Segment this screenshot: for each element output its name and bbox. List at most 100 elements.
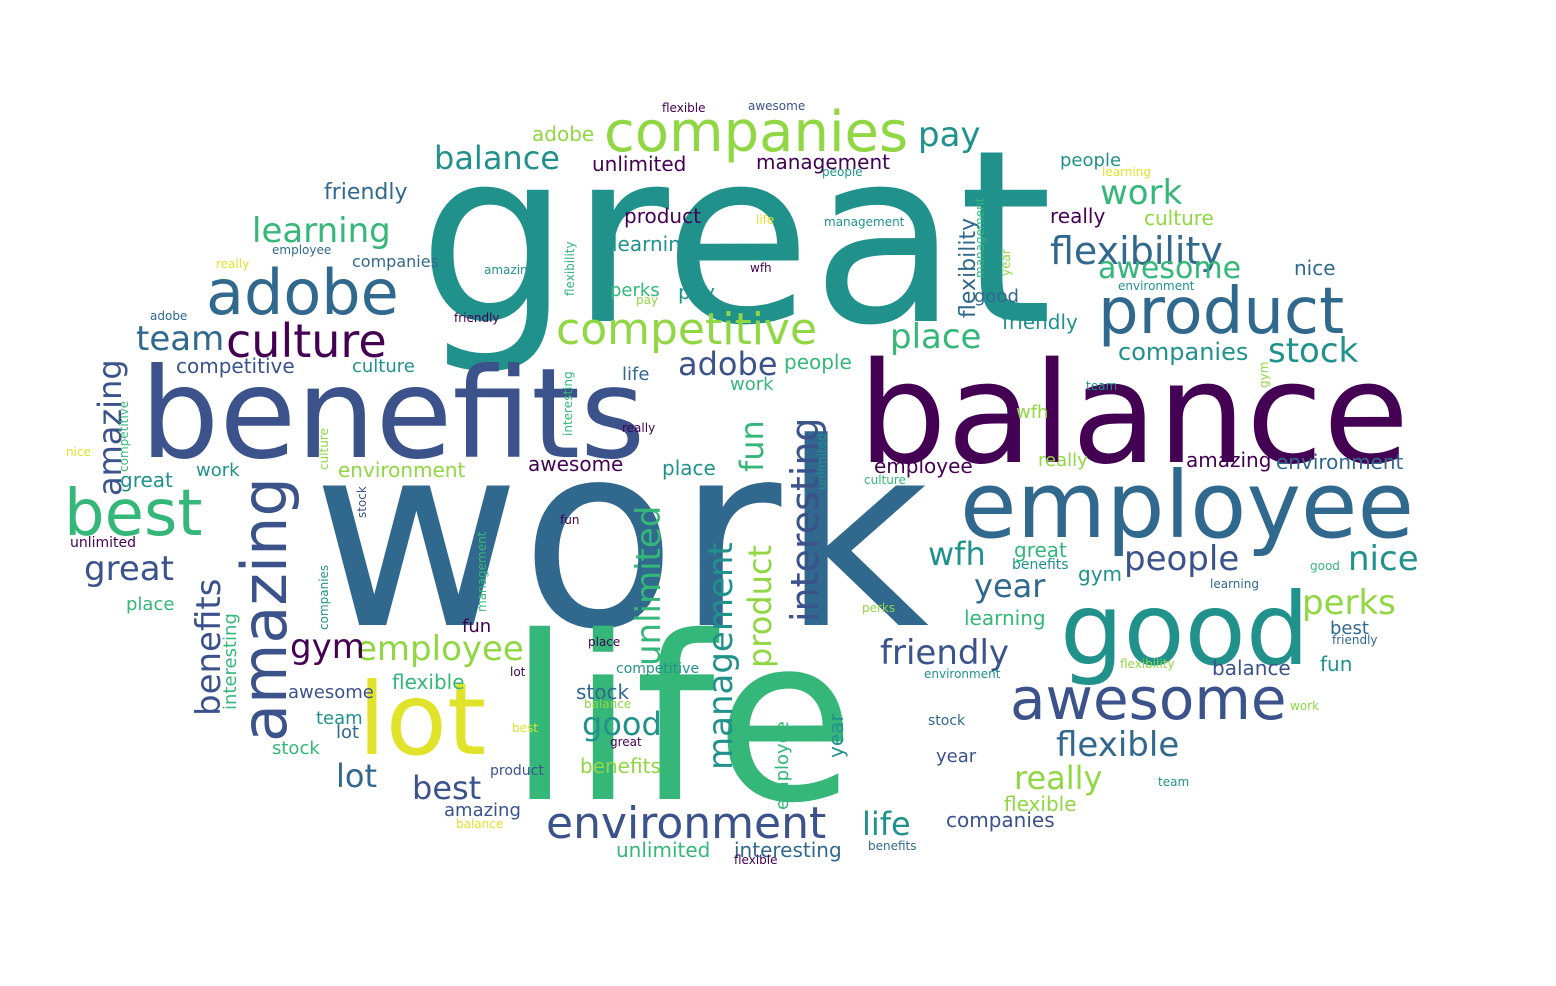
word-lot: lot — [358, 661, 487, 778]
word-good: good — [974, 286, 1019, 307]
word-work: work — [196, 460, 240, 481]
word-really: really — [216, 257, 250, 271]
word-nice: nice — [66, 445, 91, 459]
word-nice: nice — [1348, 539, 1419, 579]
word-really: really — [1038, 450, 1088, 471]
word-product: product — [624, 204, 701, 228]
word-learning: learning — [252, 211, 391, 251]
word-awesome: awesome — [748, 99, 806, 113]
word-fun: fun — [1320, 652, 1353, 676]
word-management: management — [973, 197, 987, 278]
word-pay: pay — [918, 115, 981, 155]
word-flexible: flexible — [1056, 725, 1180, 765]
word-awesome: awesome — [288, 682, 374, 703]
word-people: people — [1060, 150, 1122, 171]
word-great: great — [418, 98, 1053, 378]
word-environment: environment — [1118, 279, 1195, 293]
word-work: work — [730, 374, 774, 395]
word-competitive: competitive — [556, 304, 818, 355]
word-year: year — [999, 249, 1013, 276]
word-team: team — [136, 319, 225, 359]
word-really: really — [1050, 204, 1106, 228]
word-employee: employee — [356, 629, 524, 669]
word-great: great — [84, 549, 174, 589]
word-stock: stock — [1268, 331, 1359, 371]
word-fun: fun — [733, 420, 771, 472]
word-flexibility: flexibility — [1050, 229, 1223, 273]
word-flexible: flexible — [734, 853, 778, 867]
word-adobe: adobe — [206, 256, 399, 329]
word-place: place — [662, 456, 716, 480]
word-nice: nice — [1294, 256, 1336, 280]
word-life: life — [862, 805, 911, 843]
word-learning: learning — [1102, 165, 1151, 179]
word-culture: culture — [352, 356, 415, 377]
word-year: year — [936, 746, 977, 767]
word-work: work — [1100, 173, 1183, 213]
word-great: great — [1014, 538, 1067, 562]
word-competitive: competitive — [117, 400, 131, 472]
word-perks: perks — [1302, 583, 1396, 623]
word-benefits: benefits — [868, 839, 917, 853]
word-balance: balance — [456, 817, 504, 831]
word-unlimited: unlimited — [592, 152, 687, 176]
word-unlimited: unlimited — [815, 433, 829, 490]
word-culture: culture — [1144, 206, 1214, 230]
word-people: people — [784, 350, 852, 374]
word-awesome: awesome — [1010, 665, 1287, 733]
word-stock: stock — [576, 680, 630, 704]
word-unlimited: unlimited — [629, 505, 669, 666]
word-companies: companies — [352, 252, 439, 271]
word-friendly: friendly — [880, 633, 1010, 673]
word-flexible: flexible — [1004, 792, 1077, 816]
word-really: really — [1014, 759, 1103, 797]
word-best: best — [1330, 618, 1369, 639]
word-perks: perks — [862, 601, 896, 615]
word-benefits: benefits — [140, 342, 646, 487]
word-adobe: adobe — [532, 122, 595, 146]
word-wfh: wfh — [1016, 402, 1049, 423]
word-great: great — [610, 735, 642, 749]
word-employee: employee — [960, 452, 1415, 559]
word-great: great — [120, 468, 173, 492]
word-benefits: benefits — [1012, 557, 1069, 573]
word-learning: learning — [612, 232, 694, 256]
word-environment: environment — [1276, 450, 1404, 474]
word-product: product — [1098, 275, 1345, 349]
word-competitive: competitive — [176, 354, 295, 378]
word-companies: companies — [604, 100, 909, 165]
word-flexibility: flexibility — [563, 241, 577, 296]
word-people: people — [822, 165, 863, 179]
word-gym: gym — [290, 627, 365, 667]
word-stock: stock — [928, 713, 966, 729]
word-awesome: awesome — [1098, 251, 1242, 286]
word-life: life — [756, 213, 775, 227]
word-best: best — [512, 721, 538, 735]
word-best: best — [64, 477, 203, 551]
word-pay: pay — [636, 293, 659, 307]
word-lot: lot — [336, 722, 360, 743]
word-people: people — [1124, 539, 1240, 579]
word-fun: fun — [560, 513, 580, 527]
word-flexible: flexible — [392, 670, 465, 694]
word-management: management — [824, 215, 905, 229]
word-good: good — [582, 705, 662, 743]
word-unlimited: unlimited — [616, 838, 711, 862]
word-environment: environment — [924, 667, 1001, 681]
word-team: team — [1086, 379, 1118, 393]
word-good: good — [1310, 559, 1340, 573]
word-companies: companies — [317, 564, 331, 630]
word-place: place — [890, 317, 982, 357]
word-friendly: friendly — [454, 311, 500, 325]
word-life: life — [622, 364, 650, 385]
word-unlimited: unlimited — [70, 535, 137, 551]
word-stock: stock — [272, 738, 320, 759]
word-employee: employee — [272, 243, 332, 257]
word-learning: learning — [964, 606, 1046, 630]
word-benefits: benefits — [580, 754, 661, 778]
word-life: life — [508, 587, 856, 853]
word-employee: employee — [874, 454, 973, 478]
word-place: place — [126, 594, 175, 615]
word-culture: culture — [317, 428, 331, 470]
